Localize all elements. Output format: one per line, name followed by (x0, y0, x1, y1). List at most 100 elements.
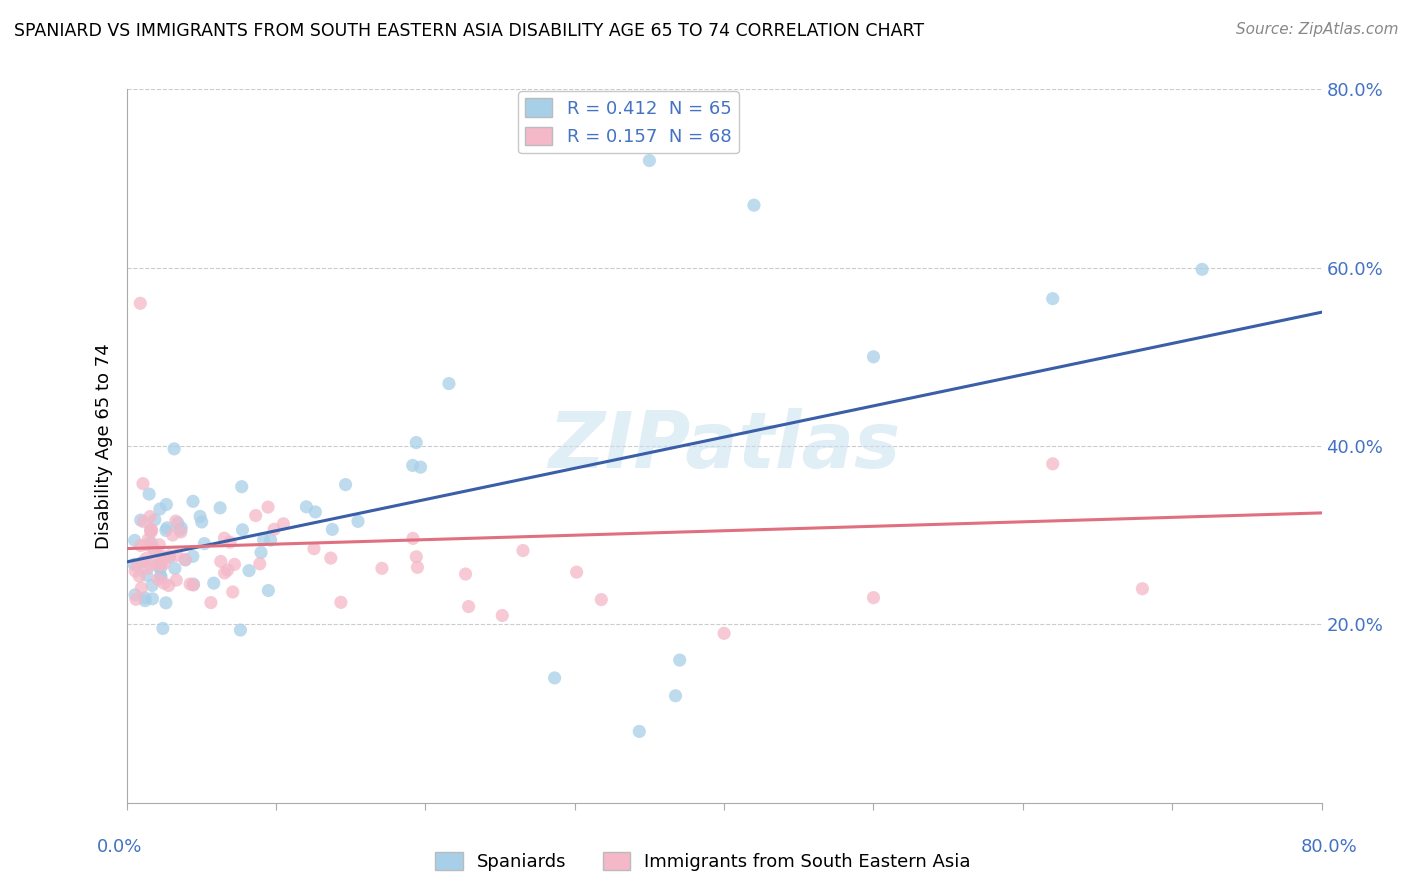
Point (222, 585, 245, 599)
Point (143, 542, 166, 557)
Text: Source: ZipAtlas.com: Source: ZipAtlas.com (1236, 22, 1399, 37)
Point (214, 566, 236, 580)
Point (1191, 262, 1213, 277)
Y-axis label: Disability Age 65 to 74: Disability Age 65 to 74 (94, 343, 112, 549)
Point (148, 558, 170, 572)
Point (132, 515, 155, 529)
Point (153, 576, 176, 591)
Point (259, 533, 281, 547)
Point (141, 536, 163, 550)
Point (165, 514, 187, 528)
Text: ZIPatlas: ZIPatlas (548, 408, 900, 484)
Point (181, 578, 204, 592)
Point (148, 538, 170, 552)
Point (150, 558, 173, 572)
Point (273, 516, 295, 531)
Point (321, 523, 343, 537)
Point (402, 458, 425, 473)
Text: SPANIARD VS IMMIGRANTS FROM SOUTH EASTERN ASIA DISABILITY AGE 65 TO 74 CORRELATI: SPANIARD VS IMMIGRANTS FROM SOUTH EASTER… (14, 22, 924, 40)
Point (156, 521, 179, 535)
Point (1130, 582, 1153, 596)
Point (628, 724, 651, 739)
Point (162, 528, 184, 542)
Point (565, 565, 588, 579)
Point (543, 671, 565, 685)
Point (124, 564, 146, 578)
Point (1042, 457, 1064, 471)
Point (668, 653, 690, 667)
Point (402, 532, 425, 546)
Point (128, 569, 150, 583)
Point (405, 549, 427, 564)
Point (155, 596, 177, 610)
Text: 0.0%: 0.0% (97, 838, 142, 855)
Point (209, 500, 232, 515)
Point (163, 561, 186, 575)
Legend: R = 0.412  N = 65, R = 0.157  N = 68: R = 0.412 N = 65, R = 0.157 N = 68 (519, 91, 738, 153)
Point (127, 558, 149, 573)
Point (143, 513, 166, 527)
Point (132, 476, 155, 491)
Point (135, 568, 157, 582)
Point (217, 563, 239, 577)
Point (591, 592, 613, 607)
Point (249, 557, 271, 571)
Point (409, 460, 432, 475)
Point (200, 596, 222, 610)
Point (491, 608, 513, 623)
Point (437, 376, 460, 391)
Point (131, 555, 153, 569)
Point (713, 626, 735, 640)
Point (149, 502, 172, 516)
Point (174, 552, 197, 566)
Point (153, 557, 176, 571)
Point (302, 541, 325, 556)
Point (224, 558, 246, 572)
Point (209, 554, 232, 568)
Point (263, 522, 285, 536)
Point (149, 569, 172, 583)
Point (134, 593, 156, 607)
Point (170, 521, 193, 535)
Point (862, 591, 884, 605)
Point (193, 536, 215, 550)
Point (371, 561, 394, 575)
Point (159, 550, 181, 565)
Point (142, 541, 165, 555)
Point (157, 578, 180, 592)
Point (638, 153, 661, 168)
Point (135, 538, 157, 552)
Point (131, 581, 153, 595)
Point (139, 509, 162, 524)
Point (238, 564, 260, 578)
Point (139, 524, 162, 538)
Point (219, 535, 242, 549)
Point (124, 588, 146, 602)
Point (166, 516, 188, 530)
Point (165, 573, 187, 587)
Point (319, 551, 342, 566)
Point (252, 533, 274, 547)
Point (149, 569, 172, 583)
Point (155, 498, 177, 512)
Point (129, 539, 152, 553)
Point (145, 558, 167, 573)
Point (125, 592, 148, 607)
Point (134, 591, 156, 605)
Point (347, 514, 370, 528)
Point (146, 573, 169, 587)
Point (141, 578, 163, 592)
Point (862, 350, 884, 364)
Point (122, 558, 145, 572)
Point (148, 549, 170, 564)
Point (742, 198, 765, 212)
Text: 80.0%: 80.0% (1301, 838, 1357, 855)
Point (139, 525, 162, 540)
Point (202, 576, 225, 591)
Point (257, 583, 280, 598)
Point (250, 545, 273, 559)
Point (169, 523, 191, 537)
Point (141, 523, 163, 537)
Point (231, 480, 253, 494)
Point (174, 553, 197, 567)
